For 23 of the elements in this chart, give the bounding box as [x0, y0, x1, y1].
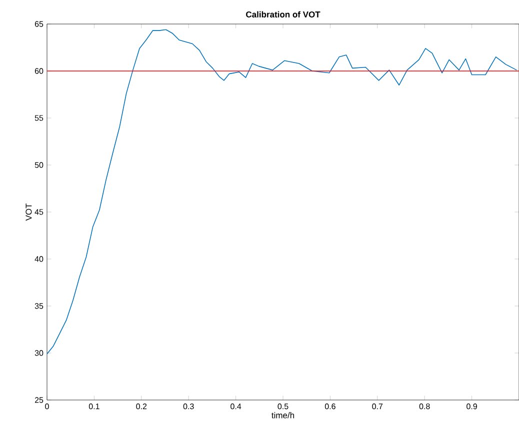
x-tick-label: 0 [45, 404, 49, 410]
x-axis-title: time/h [272, 412, 294, 418]
y-tick-label: 30 [34, 350, 44, 356]
y-tick-label: 60 [34, 68, 44, 74]
y-tick-label: 45 [34, 209, 44, 215]
x-tick-label: 0.7 [372, 404, 383, 410]
x-tick-label: 0.8 [419, 404, 430, 410]
y-tick-label: 65 [34, 21, 44, 27]
chart-title: Calibration of VOT [246, 11, 320, 18]
x-tick-label: 0.9 [466, 404, 477, 410]
y-tick-label: 25 [34, 397, 44, 403]
x-tick-label: 0.2 [136, 404, 147, 410]
y-tick-label: 55 [34, 115, 44, 121]
y-tick-label: 40 [34, 256, 44, 262]
x-tick-label: 0.4 [230, 404, 242, 410]
y-axis-title: VOT [26, 203, 32, 221]
x-tick-label: 0.6 [324, 404, 336, 410]
y-tick-label: 50 [34, 162, 44, 168]
x-tick-label: 0.5 [278, 404, 288, 410]
x-tick-label: 0.3 [183, 404, 194, 410]
y-tick-label: 35 [34, 303, 44, 309]
x-tick-label: 0.1 [88, 404, 100, 410]
line-series [47, 29, 518, 354]
